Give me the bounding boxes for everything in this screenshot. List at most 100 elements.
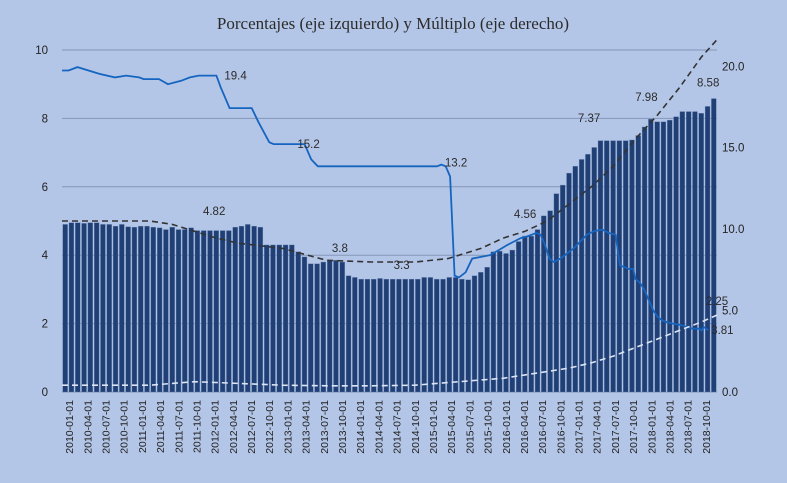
x-tick-label: 2013-10-01 [337, 400, 349, 454]
y-right-tick-label: 0.0 [722, 387, 738, 399]
y-left-tick-label: 10 [35, 45, 48, 57]
bar [119, 224, 125, 393]
x-tick-label: 2012-07-01 [246, 400, 258, 454]
bar [465, 279, 471, 393]
data-label: 4.56 [514, 209, 536, 221]
bar [497, 250, 503, 393]
bar [125, 226, 131, 393]
bar [345, 275, 352, 393]
x-tick-label: 2017-07-01 [610, 400, 622, 454]
bar [572, 166, 578, 393]
bar [408, 278, 415, 393]
bar [711, 98, 717, 393]
bar [219, 230, 226, 393]
bar [560, 184, 566, 393]
y-right-tick-label: 15.0 [722, 143, 744, 155]
bar [459, 278, 465, 393]
bar [150, 226, 156, 393]
bar [308, 263, 314, 393]
bar [75, 222, 81, 393]
y-left-tick-label: 0 [42, 387, 48, 399]
series-line-2 [62, 314, 718, 387]
bar [87, 222, 93, 393]
bar [509, 249, 515, 393]
bar [144, 225, 150, 393]
x-tick-label: 2018-07-01 [683, 400, 695, 454]
chart-title: Porcentajes (eje izquierdo) y Múltiplo (… [217, 14, 569, 33]
y-left-tick-label: 2 [42, 319, 48, 331]
data-label: 7.37 [578, 113, 600, 125]
bar [377, 278, 383, 393]
bar [245, 224, 251, 393]
bar [352, 277, 358, 393]
data-label: 2.25 [706, 296, 728, 308]
bar [339, 261, 345, 393]
bar [175, 229, 182, 393]
data-label: 19.4 [224, 71, 247, 83]
bar [673, 116, 679, 393]
x-tick-label: 2017-01-01 [574, 400, 586, 454]
bar [390, 278, 396, 393]
bar [541, 215, 547, 393]
bar [402, 278, 408, 393]
bar [654, 121, 660, 393]
x-tick-label: 2018-01-01 [646, 400, 658, 454]
bar [484, 266, 490, 393]
bar [478, 272, 484, 393]
bar [610, 140, 616, 393]
bar [201, 230, 207, 393]
y-right-tick-label: 5.0 [722, 306, 738, 318]
y-right-tick-label: 20.0 [722, 61, 744, 73]
bar [635, 135, 641, 393]
bar [81, 223, 87, 393]
bar [490, 251, 497, 393]
bar [698, 113, 704, 393]
bar [415, 278, 421, 393]
bar [112, 225, 119, 393]
x-tick-label: 2015-04-01 [446, 400, 458, 454]
bar [591, 147, 597, 393]
bar [515, 241, 522, 393]
bar [232, 226, 238, 393]
bar [282, 244, 289, 393]
x-tick-label: 2012-01-01 [210, 400, 222, 454]
bar [528, 235, 534, 393]
bar [182, 229, 188, 393]
bar [383, 278, 389, 393]
y-left-tick-label: 6 [42, 182, 48, 194]
bar [648, 118, 654, 393]
bar [371, 278, 377, 393]
x-tick-label: 2014-10-01 [410, 400, 422, 454]
bar [276, 244, 282, 393]
bar-series [62, 98, 717, 393]
data-label: 4.82 [203, 206, 225, 218]
bar [692, 111, 698, 393]
x-tick-label: 2015-01-01 [428, 400, 440, 454]
bar [194, 230, 201, 393]
bar [629, 139, 635, 393]
bar [597, 140, 604, 393]
x-tick-label: 2011-04-01 [155, 400, 167, 453]
bar [295, 251, 301, 393]
x-tick-label: 2013-01-01 [282, 400, 294, 454]
bar [100, 224, 106, 393]
bar [131, 226, 138, 393]
bar [289, 244, 295, 393]
x-tick-label: 2014-01-01 [355, 400, 367, 454]
x-tick-label: 2015-10-01 [483, 400, 495, 454]
bar [547, 210, 553, 393]
bar [604, 140, 610, 393]
x-tick-label: 2018-04-01 [665, 400, 677, 454]
bar [686, 111, 692, 393]
bar [68, 222, 75, 393]
bar [522, 235, 528, 393]
x-tick-label: 2016-01-01 [501, 400, 513, 454]
x-tick-label: 2018-10-01 [701, 400, 713, 454]
bar [503, 253, 509, 393]
bar [553, 193, 560, 393]
series-line-0 [62, 66, 709, 332]
data-label: 15.2 [297, 139, 319, 151]
x-tick-label: 2010-07-01 [100, 400, 112, 454]
bar [333, 260, 339, 393]
bar [226, 230, 232, 393]
